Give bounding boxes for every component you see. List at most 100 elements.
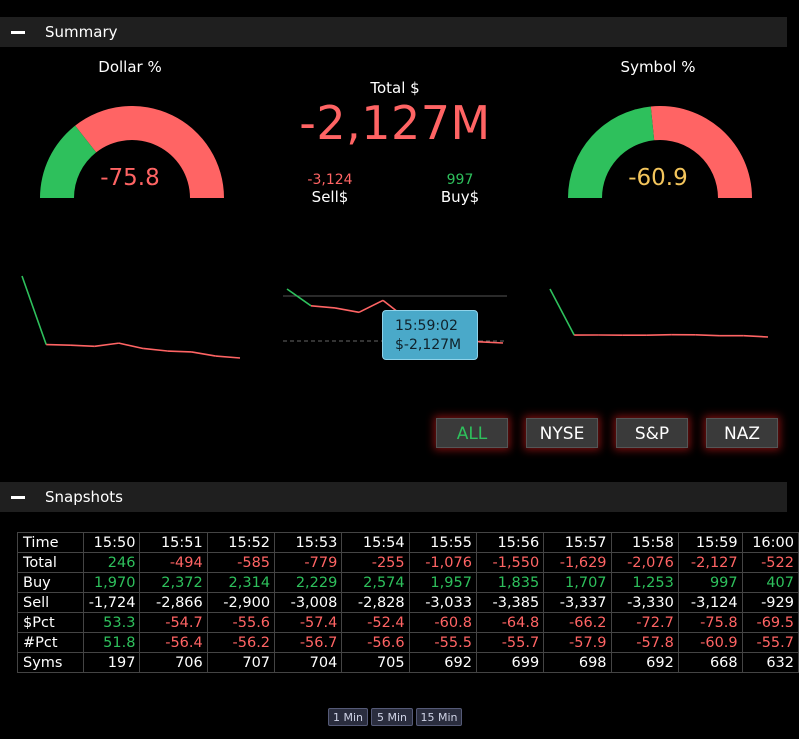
table-cell: -56.2 [206,632,276,653]
summary-header[interactable]: Summary [0,17,787,47]
table-row: Sell -1,724 -2,866 -2,900 -3,008 -2,828 -3,033… [17,592,799,613]
tooltip-value: $-2,127M [395,337,462,353]
table-cell: 2,314 [206,572,276,593]
table-cell: -55.5 [408,632,477,653]
table-cell: -75.8 [677,612,743,633]
timeframe-5min-button[interactable]: 5 Min [371,708,413,726]
dollar-gauge [40,106,224,198]
sparkline-segment [118,342,144,350]
table-cell: 705 [341,652,410,673]
table-cell: -52.4 [341,612,410,633]
buy-label: Buy$ [440,188,480,206]
timeframe-15min-button[interactable]: 15 Min [416,708,462,726]
row-label: Total [17,552,84,573]
table-cell: -55.7 [741,632,799,653]
sparkline-segment [549,288,575,336]
table-cell: 1,707 [543,572,612,593]
column-header: 15:55 [408,532,477,553]
symbol-sparkline [549,288,769,338]
timeframe-1min-button[interactable]: 1 Min [328,708,368,726]
table-cell: -2,127 [677,552,743,573]
row-label: Buy [17,572,84,593]
table-cell: -72.7 [610,612,679,633]
table-cell: -255 [341,552,410,573]
column-header: 15:57 [543,532,612,553]
sparkline-segment [143,347,168,352]
table-cell: 632 [741,652,799,673]
column-header: 15:53 [274,532,343,553]
table-cell: -1,724 [82,592,141,613]
table-cell: 692 [408,652,477,673]
table-cell: -55.7 [475,632,545,653]
table-cell: -60.8 [408,612,477,633]
buy-value: 997 [446,172,474,188]
column-header: 15:52 [206,532,276,553]
exchange-button-naz[interactable]: NAZ [706,418,778,448]
column-header: 15:50 [82,532,141,553]
table-cell: 704 [274,652,343,673]
sparkline-segment [215,355,241,359]
row-label: Time [17,532,84,553]
exchange-button-all[interactable]: ALL [436,418,508,448]
symbol-gauge [568,106,752,198]
table-cell: -56.4 [139,632,208,653]
table-cell: 1,835 [475,572,545,593]
collapse-icon[interactable] [11,495,25,499]
table-row: #Pct 51.8 -56.4 -56.2 -56.7 -56.6 -55.5 -55.7 -5… [17,632,799,653]
dollar-gauge-title: Dollar % [98,58,162,76]
row-label: $Pct [17,612,84,633]
table-cell: -3,385 [475,592,545,613]
row-label: #Pct [17,632,84,653]
snapshots-header[interactable]: Snapshots [0,482,787,512]
table-cell: 692 [610,652,679,673]
table-cell: 1,957 [408,572,477,593]
column-header: 15:51 [139,532,208,553]
table-cell: -56.7 [274,632,343,653]
symbol-gauge-red-arc [650,106,752,198]
table-cell: -3,337 [543,592,612,613]
dollar-gauge-red-arc [75,106,224,198]
summary-title: Summary [45,23,118,41]
symbol-gauge-title: Symbol % [620,58,696,76]
exchange-button-nyse[interactable]: NYSE [526,418,598,448]
collapse-icon[interactable] [11,30,25,34]
table-cell: -57.9 [543,632,612,653]
sparkline-segment [70,344,95,348]
table-cell: 706 [139,652,208,673]
sparkline-segment [310,305,336,309]
chart-tooltip: 15:59:02 $-2,127M [382,310,478,360]
table-cell: 2,372 [139,572,208,593]
table-cell: -494 [139,552,208,573]
table-cell: -2,900 [206,592,276,613]
table-cell: 997 [677,572,743,593]
table-cell: 699 [475,652,545,673]
table-cell: -64.8 [475,612,545,633]
table-cell: -57.4 [274,612,343,633]
table-cell: 668 [677,652,743,673]
table-cell: -57.8 [610,632,679,653]
sparkline-segment [21,275,47,345]
row-label: Syms [17,652,84,673]
column-header: 16:00 [741,532,799,553]
table-cell: -3,124 [677,592,743,613]
sparkline-segment [191,351,216,357]
total-label: Total $ [370,79,420,97]
table-cell: -54.7 [139,612,208,633]
sparkline-segment [358,299,384,314]
column-header: 15:58 [610,532,679,553]
exchange-button-sp[interactable]: S&P [616,418,688,448]
table-cell: 407 [741,572,799,593]
table-row: Total 246 -494 -585 -779 -255 -1,076 -1,550 -1,6… [17,552,799,573]
row-label: Sell [17,592,84,613]
table-cell: 698 [543,652,612,673]
table-cell: 53.3 [82,612,141,633]
table-cell: 1,253 [610,572,679,593]
table-cell: 707 [206,652,276,673]
table-cell: -3,330 [610,592,679,613]
snapshots-table: Time 15:50 15:51 15:52 15:53 15:54 15:55 15:56 1… [17,532,799,673]
sparkline-segment [167,350,192,353]
table-header-row: Time 15:50 15:51 15:52 15:53 15:54 15:55 15:56 1… [17,532,799,553]
table-cell: -60.9 [677,632,743,653]
table-cell: -929 [741,592,799,613]
table-cell: -3,033 [408,592,477,613]
